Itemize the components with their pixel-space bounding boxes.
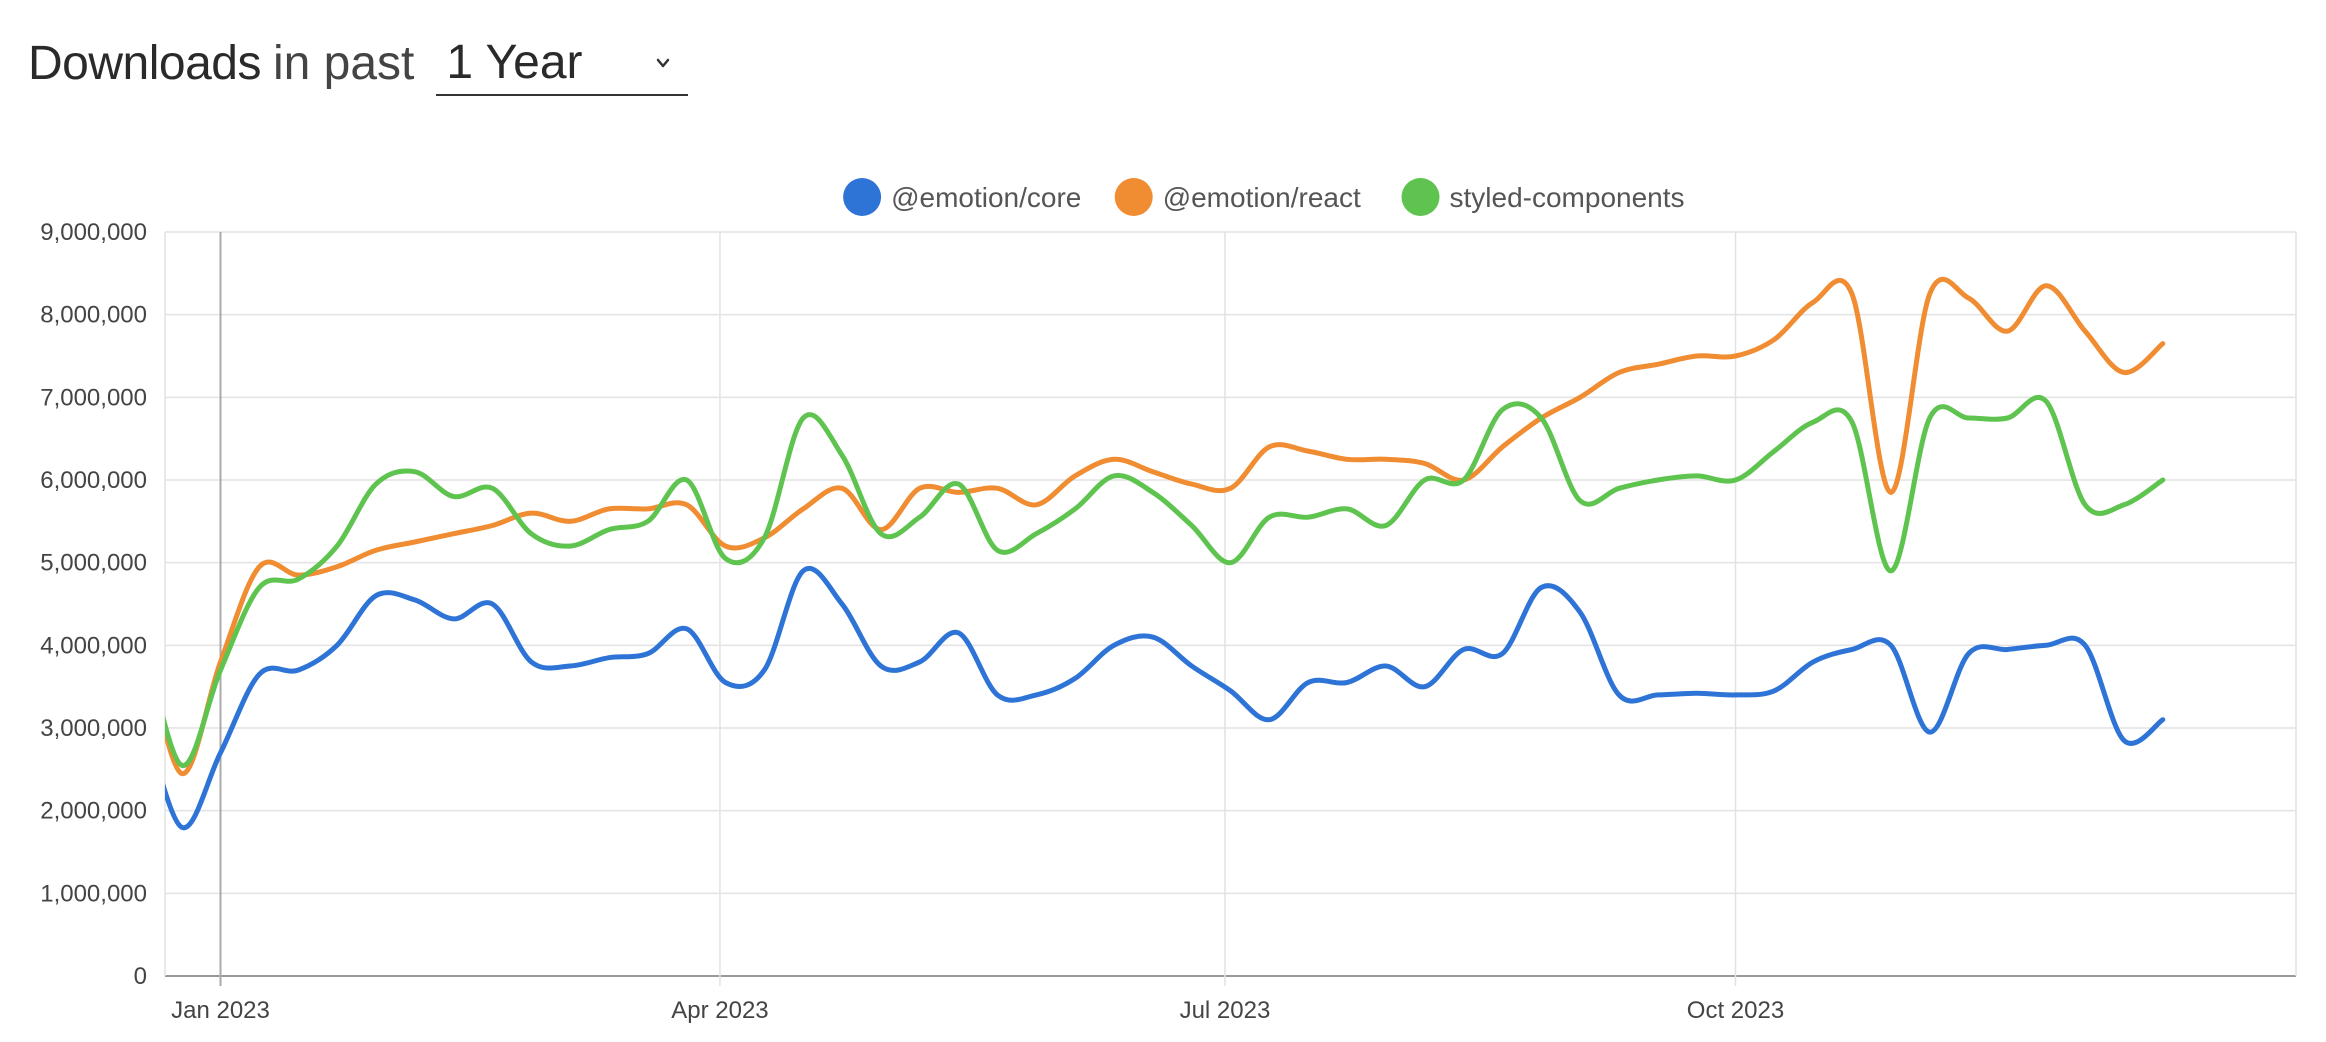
header: Downloads in past 1 Year: [28, 28, 689, 98]
legend-item[interactable]: @emotion/react: [1114, 178, 1361, 216]
legend-item[interactable]: @emotion/core: [843, 178, 1081, 216]
page-subtitle: in past: [272, 36, 415, 90]
grid-layer: [164, 231, 2297, 986]
y-tick-label: 9,000,000: [40, 219, 147, 246]
range-select[interactable]: 1 Year: [436, 30, 689, 96]
legend-label: styled-components: [1450, 182, 1685, 213]
legend-swatch: [1401, 178, 1440, 216]
series-line-0[interactable]: [143, 566, 2166, 831]
y-tick-label: 7,000,000: [40, 384, 147, 411]
y-tick-label: 1,000,000: [40, 880, 147, 907]
series-layer: [143, 276, 2166, 831]
page-title: Downloads: [28, 36, 261, 90]
x-tick-label: Apr 2023: [671, 997, 768, 1024]
legend-label: @emotion/react: [1163, 182, 1361, 213]
y-tick-label: 5,000,000: [40, 550, 147, 577]
legend-swatch: [1114, 178, 1153, 216]
y-tick-label: 2,000,000: [40, 798, 147, 825]
x-tick-label: Jan 2023: [171, 997, 270, 1024]
series-line-1[interactable]: [143, 276, 2166, 776]
legend-item[interactable]: styled-components: [1401, 178, 1685, 216]
y-tick-label: 0: [134, 963, 147, 990]
range-select-value: 1 Year: [446, 35, 583, 89]
series-line-2[interactable]: [143, 395, 2166, 768]
chevron-down-icon: [657, 58, 670, 68]
legend: @emotion/core @emotion/react styled-compon…: [843, 178, 1685, 216]
axis-layer: 0 1,000,000 2,000,000 3,000,000 4,000,000 5,0…: [40, 219, 1784, 1024]
legend-label: @emotion/core: [891, 182, 1081, 213]
legend-swatch: [843, 178, 882, 216]
y-tick-label: 6,000,000: [40, 467, 147, 494]
x-tick-label: Oct 2023: [1687, 997, 1784, 1024]
y-tick-label: 8,000,000: [40, 302, 147, 329]
x-tick-label: Jul 2023: [1180, 997, 1271, 1024]
y-tick-label: 4,000,000: [40, 632, 147, 659]
y-tick-label: 3,000,000: [40, 715, 147, 742]
